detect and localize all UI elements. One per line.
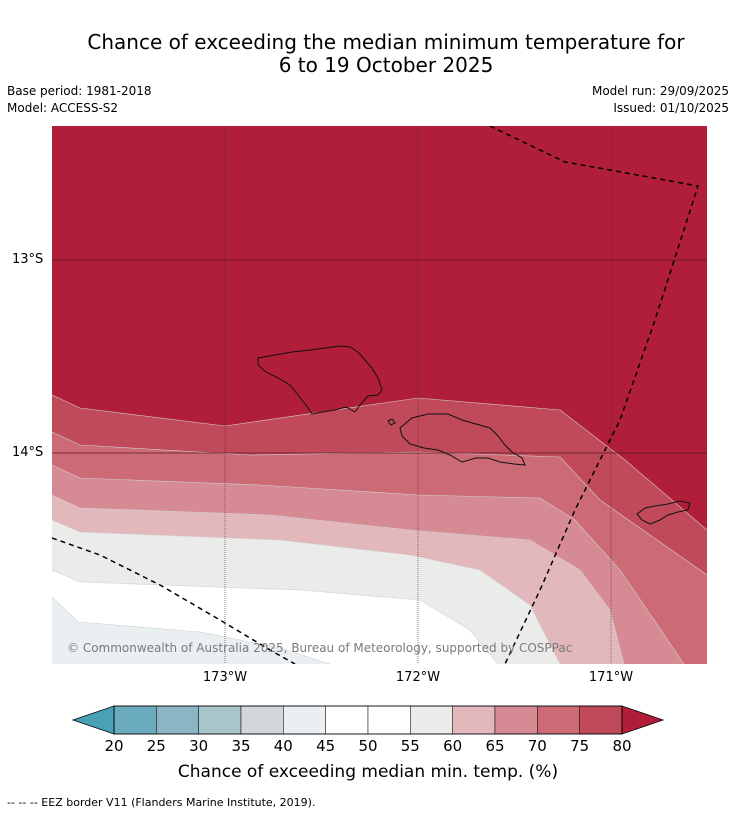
model-name: Model: ACCESS-S2: [7, 101, 119, 115]
band-45-50: [52, 597, 330, 664]
colorbar-segment: [494, 705, 538, 735]
colorbar-segment: [367, 705, 411, 735]
eez-border-east: [489, 126, 699, 664]
model-run: Model run: 29/09/2025: [591, 84, 729, 98]
manono-islet: [387, 418, 396, 426]
colorbar-tick-label: 45: [316, 737, 336, 755]
latitude-lines: [52, 259, 707, 454]
lat-label-13s: 13°S: [12, 252, 44, 267]
lon-label-172w: 172°W: [395, 670, 441, 685]
colorbar-tick-label: 25: [146, 737, 166, 755]
issued-date: Issued: 01/10/2025: [613, 101, 729, 115]
title-line-1: Chance of exceeding the median minimum t…: [87, 30, 685, 54]
colorbar-frame: [113, 705, 623, 735]
colorbar-tick-label: 30: [189, 737, 209, 755]
colorbar-tick-label: 55: [400, 737, 420, 755]
colorbar-segment: [240, 705, 284, 735]
colorbar-tick-label: 50: [358, 737, 378, 755]
colorbar-segment: [452, 705, 496, 735]
colorbar-tick-label: 70: [527, 737, 547, 755]
colorbar-high-extension: [621, 705, 665, 735]
chart-title: Chance of exceeding the median minimum t…: [0, 31, 736, 77]
lon-label-171w: 171°W: [588, 670, 634, 685]
colorbar-label: Chance of exceeding median min. temp. (%…: [177, 762, 559, 782]
title-line-2: 6 to 19 October 2025: [278, 53, 494, 77]
colorbar-segment: [198, 705, 242, 735]
eez-footnote: -- -- -- EEZ border V11 (Flanders Marine…: [7, 796, 316, 809]
colorbar-segment: [283, 705, 326, 735]
colorbar-tick-label: 40: [273, 737, 293, 755]
base-period: Base period: 1981-2018: [7, 84, 152, 98]
colorbar-segment: [579, 705, 623, 735]
colorbar-low-extension: [71, 705, 115, 735]
meta-right: Model run: 29/09/2025 Issued: 01/10/2025: [592, 83, 729, 117]
lat-label-14s: 14°S: [12, 445, 44, 460]
tutuila-island: [636, 500, 691, 525]
colorbar-tick-label: 65: [485, 737, 505, 755]
savaii-island: [257, 345, 383, 415]
colorbar-tick-label: 20: [104, 737, 124, 755]
colorbar-segment: [325, 705, 369, 735]
colorbar-tick-label: 35: [231, 737, 251, 755]
colorbar-segment: [537, 705, 580, 735]
copyright-notice: © Commonwealth of Australia 2025, Bureau…: [67, 641, 573, 655]
colorbar-tick-label: 60: [443, 737, 463, 755]
upolu-island: [399, 413, 526, 466]
lon-label-173w: 173°W: [202, 670, 248, 685]
colorbar-segment: [410, 705, 453, 735]
graticule: [224, 126, 612, 664]
colorbar-tick-label: 75: [570, 737, 590, 755]
colorbar-segment: [156, 705, 199, 735]
colorbar-tick-label: 80: [612, 737, 632, 755]
colorbar-segment: [113, 705, 157, 735]
meta-left: Base period: 1981-2018 Model: ACCESS-S2: [7, 83, 152, 117]
